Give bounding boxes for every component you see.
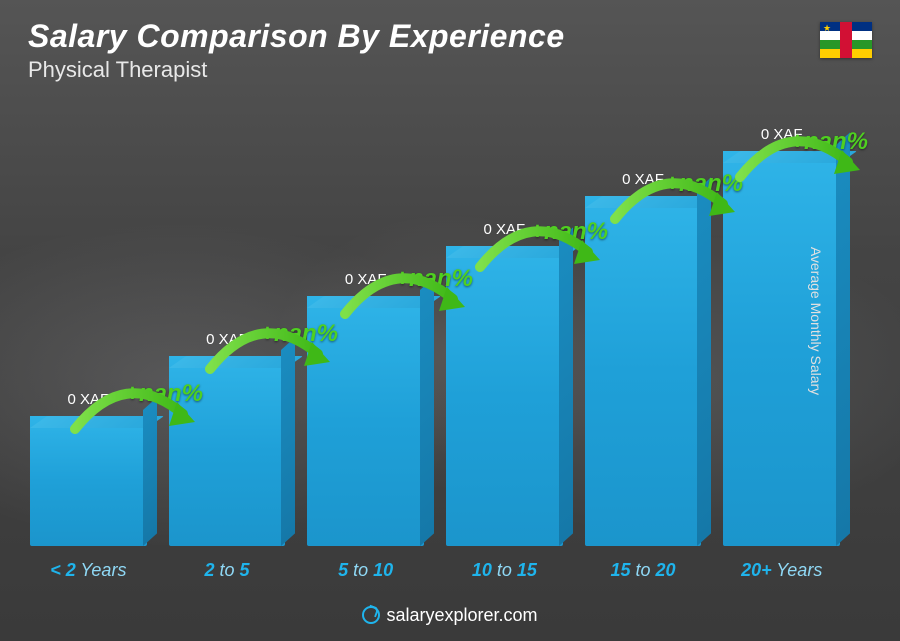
bar-label: 5 to 10 <box>338 560 393 581</box>
bar-1: 0 XAF 2 to 5 <box>169 331 286 581</box>
brand-text: salaryexplorer.com <box>386 605 537 626</box>
bar-body <box>446 246 563 546</box>
brand-logo-icon <box>362 606 380 624</box>
bar-body <box>30 416 147 546</box>
bar-value: 0 XAF <box>67 391 109 408</box>
chart-title: Salary Comparison By Experience <box>28 18 872 55</box>
bar-value: 0 XAF <box>761 126 803 143</box>
bar-4: 0 XAF 15 to 20 <box>585 171 702 581</box>
bar-label: < 2 Years <box>50 560 126 581</box>
chart-subtitle: Physical Therapist <box>28 57 872 83</box>
bar-body <box>307 296 424 546</box>
bar-body <box>585 196 702 546</box>
bar-label: 2 to 5 <box>204 560 249 581</box>
bar-0: 0 XAF < 2 Years <box>30 391 147 581</box>
bar-body <box>169 356 286 546</box>
bar-3: 0 XAF 10 to 15 <box>446 221 563 581</box>
bar-chart: 0 XAF< 2 Years0 XAF2 to 50 XAF5 to 100 X… <box>30 100 840 581</box>
bar-value: 0 XAF <box>622 171 664 188</box>
brand-label: salaryexplorer.com <box>362 605 537 626</box>
header: Salary Comparison By Experience Physical… <box>28 18 872 83</box>
y-axis-label: Average Monthly Salary <box>808 246 824 394</box>
bar-label: 15 to 20 <box>610 560 675 581</box>
country-flag-icon: ★ <box>820 22 872 58</box>
bar-label: 20+ Years <box>741 560 822 581</box>
bar-value: 0 XAF <box>345 271 387 288</box>
footer: salaryexplorer.com <box>0 605 900 630</box>
bar-2: 0 XAF 5 to 10 <box>307 271 424 581</box>
bar-label: 10 to 15 <box>472 560 537 581</box>
bar-value: 0 XAF <box>484 221 526 238</box>
bar-value: 0 XAF <box>206 331 248 348</box>
